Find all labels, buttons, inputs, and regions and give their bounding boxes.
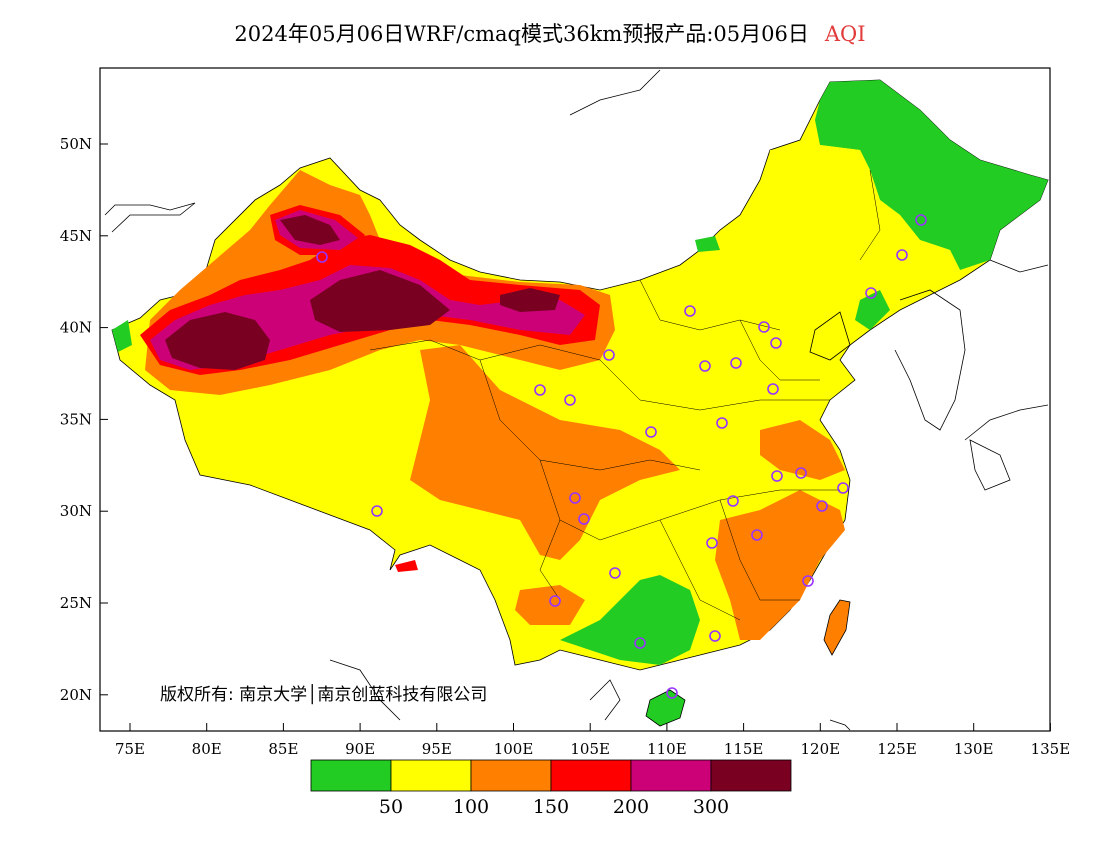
x-tick-label: 90E [345, 740, 375, 758]
station-marker [915, 214, 927, 226]
station-marker [837, 482, 849, 494]
legend-swatch [310, 759, 392, 792]
x-tick-label: 105E [570, 740, 610, 758]
y-tick-label: 25N [60, 594, 92, 612]
aqi-zone-green-northeast [815, 80, 1048, 270]
legend-label: 300 [693, 796, 729, 818]
hainan-island [645, 689, 686, 727]
station-marker [706, 537, 718, 549]
station-markers [316, 214, 927, 699]
aqi-zone-maroon-gobi [500, 288, 560, 312]
province-boundaries [369, 169, 881, 621]
legend-swatch [470, 759, 552, 792]
station-marker [578, 513, 590, 525]
aqi-zone-maroon-dzungaria [280, 215, 340, 245]
neighbour-coastlines [104, 69, 1049, 731]
station-marker [564, 394, 576, 406]
station-marker [666, 687, 678, 699]
station-marker [802, 575, 814, 587]
legend-swatch [630, 759, 712, 792]
station-marker [896, 249, 908, 261]
aqi-zone-red-tibet-edge [395, 560, 418, 572]
title-main: 2024年05月06日WRF/cmaq模式36km预报产品:05月06日 [234, 22, 809, 46]
x-tick-label: 120E [801, 740, 841, 758]
y-axis: 50N 45N 40N 35N 30N 25N 20N [60, 135, 108, 704]
y-tick-label: 45N [60, 227, 92, 245]
x-tick-label: 135E [1031, 740, 1071, 758]
x-tick-label: 125E [877, 740, 917, 758]
x-tick-label: 115E [724, 740, 764, 758]
station-marker [709, 630, 721, 642]
legend-label: 100 [453, 796, 489, 818]
aqi-zone-orange-east-coast [760, 420, 845, 480]
station-marker [770, 337, 782, 349]
taiwan-island [823, 599, 851, 656]
y-tick-label: 40N [60, 319, 92, 337]
map-title: 2024年05月06日WRF/cmaq模式36km预报产品:05月06日 AQI [0, 18, 1100, 48]
station-marker [767, 383, 779, 395]
legend-swatch [550, 759, 632, 792]
aqi-zone-orange-yunnan [515, 585, 585, 625]
station-marker [645, 426, 657, 438]
station-marker [751, 529, 763, 541]
station-marker [699, 360, 711, 372]
station-marker [716, 417, 728, 429]
x-tick-label: 95E [422, 740, 452, 758]
legend-label: 50 [379, 796, 403, 818]
station-marker [865, 287, 877, 299]
station-marker [816, 500, 828, 512]
aqi-zone-green-south [560, 575, 700, 665]
legend-label: 150 [533, 796, 569, 818]
x-tick-label: 130E [954, 740, 994, 758]
x-tick-label: 110E [647, 740, 687, 758]
x-axis: 75E 80E 85E 90E 95E 100E 105E 110E 115E 120E 125E 1… [115, 723, 1070, 758]
aqi-zone-green-xinjiang-west [112, 320, 132, 352]
aqi-zone-green-inner-mongolia [695, 236, 720, 252]
aqi-zone-green-liaoning [855, 290, 890, 330]
station-marker [603, 349, 615, 361]
title-variable: AQI [824, 22, 866, 46]
aqi-zone-maroon-tarim-west [165, 312, 270, 370]
station-marker [371, 505, 383, 517]
y-tick-label: 35N [60, 410, 92, 428]
x-tick-label: 75E [115, 740, 145, 758]
station-marker [609, 567, 621, 579]
station-marker [316, 251, 328, 263]
legend-label: 200 [613, 796, 649, 818]
station-marker [534, 384, 546, 396]
aqi-zone-orange-central [410, 345, 680, 560]
station-marker [727, 495, 739, 507]
station-marker [634, 637, 646, 649]
station-marker [795, 467, 807, 479]
x-tick-label: 100E [494, 740, 534, 758]
plot-frame [99, 67, 1051, 732]
station-marker [771, 470, 783, 482]
station-marker [684, 305, 696, 317]
aqi-zone-yellow-ne [765, 145, 960, 290]
color-legend: 50 100 150 200 300 [310, 759, 792, 818]
aqi-zone-maroon-tarim-central [310, 270, 450, 332]
station-marker [730, 357, 742, 369]
station-marker [758, 321, 770, 333]
legend-swatch [390, 759, 472, 792]
station-marker [549, 595, 561, 607]
x-tick-label: 85E [268, 740, 298, 758]
legend-swatch [710, 759, 792, 792]
y-tick-label: 30N [60, 502, 92, 520]
y-tick-label: 20N [60, 686, 92, 704]
station-marker [569, 492, 581, 504]
aqi-zone-orange-southeast [715, 490, 845, 640]
copyright-notice: 版权所有: 南京大学│南京创蓝科技有限公司 [160, 685, 488, 705]
x-tick-label: 80E [192, 740, 222, 758]
y-tick-label: 50N [60, 135, 92, 153]
